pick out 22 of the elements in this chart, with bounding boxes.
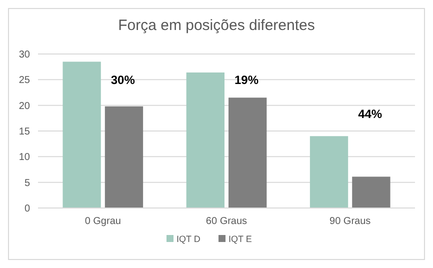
x-tick-label: 60 Graus [206, 216, 248, 227]
legend-label: IQT E [228, 234, 252, 244]
bar [186, 72, 224, 208]
bar [310, 136, 348, 208]
bar [104, 106, 144, 208]
x-tick-label: 0 Ggrau [84, 216, 121, 227]
annotation: 19% [234, 73, 259, 87]
y-tick-label: 5 [24, 178, 30, 189]
legend-label: IQT D [176, 234, 201, 244]
y-tick-label: 15 [18, 126, 30, 138]
x-tick-label: 90 Graus [330, 216, 371, 227]
y-tick-label: 25 [18, 75, 30, 86]
chart-title: Força em posições diferentes [118, 17, 315, 34]
y-tick-label: 10 [18, 152, 30, 164]
bar [228, 98, 267, 208]
y-tick-label: 20 [18, 100, 30, 112]
bar [352, 176, 390, 208]
y-tick-label: 0 [24, 204, 30, 214]
y-tick-label: 30 [18, 50, 30, 60]
bar [62, 62, 101, 208]
annotation: 30% [110, 73, 136, 87]
annotation: 44% [358, 107, 382, 121]
